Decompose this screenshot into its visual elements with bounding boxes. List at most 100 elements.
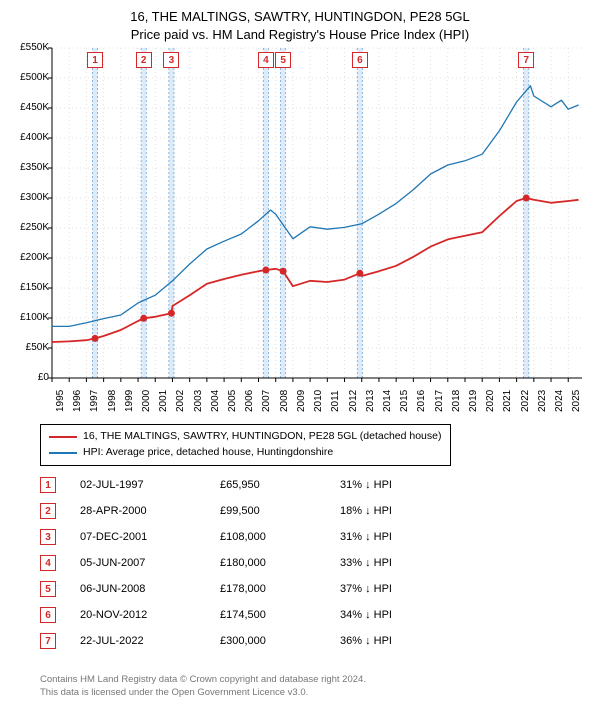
y-axis-label: £400K bbox=[4, 132, 49, 143]
callout-3: 3 bbox=[163, 52, 179, 68]
sale-date: 20-NOV-2012 bbox=[80, 602, 220, 628]
legend-property: 16, THE MALTINGS, SAWTRY, HUNTINGDON, PE… bbox=[49, 429, 442, 445]
table-row: 1 02-JUL-1997£65,95031% ↓ HPI bbox=[40, 472, 450, 498]
sales-table: 1 02-JUL-1997£65,95031% ↓ HPI 2 28-APR-2000… bbox=[40, 472, 450, 654]
sale-diff: 31% ↓ HPI bbox=[340, 524, 450, 550]
x-axis-label: 1997 bbox=[89, 390, 100, 412]
sale-date: 28-APR-2000 bbox=[80, 498, 220, 524]
sale-num: 6 bbox=[40, 607, 56, 623]
chart-svg bbox=[52, 48, 582, 378]
legend: 16, THE MALTINGS, SAWTRY, HUNTINGDON, PE… bbox=[40, 424, 451, 466]
sale-price: £180,000 bbox=[220, 550, 340, 576]
x-axis-label: 2005 bbox=[227, 390, 238, 412]
x-axis-label: 2001 bbox=[158, 390, 169, 412]
x-axis-label: 2000 bbox=[141, 390, 152, 412]
legend-hpi: HPI: Average price, detached house, Hunt… bbox=[49, 445, 442, 461]
x-axis-label: 1999 bbox=[124, 390, 135, 412]
legend-line-property bbox=[49, 436, 77, 438]
footer-line1: Contains HM Land Registry data © Crown c… bbox=[40, 674, 366, 687]
y-axis-label: £550K bbox=[4, 42, 49, 53]
sale-diff: 33% ↓ HPI bbox=[340, 550, 450, 576]
x-axis-label: 2011 bbox=[330, 390, 341, 412]
y-axis-label: £0 bbox=[4, 372, 49, 383]
table-row: 6 20-NOV-2012£174,50034% ↓ HPI bbox=[40, 602, 450, 628]
title-line2: Price paid vs. HM Land Registry's House … bbox=[0, 26, 600, 44]
sale-diff: 34% ↓ HPI bbox=[340, 602, 450, 628]
sale-price: £65,950 bbox=[220, 472, 340, 498]
footer: Contains HM Land Registry data © Crown c… bbox=[40, 674, 366, 700]
x-axis-label: 2002 bbox=[175, 390, 186, 412]
sale-num: 5 bbox=[40, 581, 56, 597]
x-axis-label: 2016 bbox=[416, 390, 427, 412]
x-axis-label: 2025 bbox=[571, 390, 582, 412]
callout-6: 6 bbox=[352, 52, 368, 68]
sale-num: 4 bbox=[40, 555, 56, 571]
sale-date: 06-JUN-2008 bbox=[80, 576, 220, 602]
x-axis-label: 2017 bbox=[434, 390, 445, 412]
callout-4: 4 bbox=[258, 52, 274, 68]
x-axis-label: 2024 bbox=[554, 390, 565, 412]
sale-diff: 18% ↓ HPI bbox=[340, 498, 450, 524]
sale-date: 05-JUN-2007 bbox=[80, 550, 220, 576]
x-axis-label: 2006 bbox=[244, 390, 255, 412]
y-axis-label: £450K bbox=[4, 102, 49, 113]
table-row: 7 22-JUL-2022£300,00036% ↓ HPI bbox=[40, 628, 450, 654]
footer-line2: This data is licensed under the Open Gov… bbox=[40, 687, 366, 700]
x-axis-label: 2020 bbox=[485, 390, 496, 412]
sale-date: 02-JUL-1997 bbox=[80, 472, 220, 498]
x-axis-label: 2013 bbox=[365, 390, 376, 412]
x-axis-label: 2004 bbox=[210, 390, 221, 412]
x-axis-label: 2021 bbox=[502, 390, 513, 412]
sale-price: £174,500 bbox=[220, 602, 340, 628]
x-axis-label: 1995 bbox=[55, 390, 66, 412]
sale-num: 7 bbox=[40, 633, 56, 649]
x-axis-label: 2008 bbox=[279, 390, 290, 412]
sale-price: £108,000 bbox=[220, 524, 340, 550]
legend-property-label: 16, THE MALTINGS, SAWTRY, HUNTINGDON, PE… bbox=[83, 429, 442, 445]
callout-5: 5 bbox=[275, 52, 291, 68]
y-axis-label: £150K bbox=[4, 282, 49, 293]
x-axis-label: 2009 bbox=[296, 390, 307, 412]
y-axis-label: £500K bbox=[4, 72, 49, 83]
x-axis-label: 2012 bbox=[348, 390, 359, 412]
table-row: 5 06-JUN-2008£178,00037% ↓ HPI bbox=[40, 576, 450, 602]
legend-hpi-label: HPI: Average price, detached house, Hunt… bbox=[83, 445, 333, 461]
legend-line-hpi bbox=[49, 452, 77, 454]
table-row: 2 28-APR-2000£99,50018% ↓ HPI bbox=[40, 498, 450, 524]
sale-diff: 37% ↓ HPI bbox=[340, 576, 450, 602]
x-axis-label: 2019 bbox=[468, 390, 479, 412]
sale-date: 07-DEC-2001 bbox=[80, 524, 220, 550]
sale-price: £99,500 bbox=[220, 498, 340, 524]
x-axis-label: 2014 bbox=[382, 390, 393, 412]
x-axis-label: 2015 bbox=[399, 390, 410, 412]
chart-title: 16, THE MALTINGS, SAWTRY, HUNTINGDON, PE… bbox=[0, 0, 600, 43]
x-axis-label: 2010 bbox=[313, 390, 324, 412]
sale-date: 22-JUL-2022 bbox=[80, 628, 220, 654]
x-axis-label: 1998 bbox=[107, 390, 118, 412]
callout-2: 2 bbox=[136, 52, 152, 68]
y-axis-label: £350K bbox=[4, 162, 49, 173]
sale-diff: 36% ↓ HPI bbox=[340, 628, 450, 654]
x-axis-label: 2022 bbox=[520, 390, 531, 412]
sale-num: 1 bbox=[40, 477, 56, 493]
y-axis-label: £50K bbox=[4, 342, 49, 353]
sale-price: £178,000 bbox=[220, 576, 340, 602]
callout-1: 1 bbox=[87, 52, 103, 68]
x-axis-label: 2007 bbox=[261, 390, 272, 412]
x-axis-label: 2023 bbox=[537, 390, 548, 412]
y-axis-label: £250K bbox=[4, 222, 49, 233]
sale-num: 2 bbox=[40, 503, 56, 519]
table-row: 3 07-DEC-2001£108,00031% ↓ HPI bbox=[40, 524, 450, 550]
callout-7: 7 bbox=[518, 52, 534, 68]
title-line1: 16, THE MALTINGS, SAWTRY, HUNTINGDON, PE… bbox=[0, 8, 600, 26]
y-axis-label: £200K bbox=[4, 252, 49, 263]
x-axis-label: 2018 bbox=[451, 390, 462, 412]
x-axis-label: 1996 bbox=[72, 390, 83, 412]
sale-diff: 31% ↓ HPI bbox=[340, 472, 450, 498]
sale-num: 3 bbox=[40, 529, 56, 545]
sale-price: £300,000 bbox=[220, 628, 340, 654]
y-axis-label: £300K bbox=[4, 192, 49, 203]
table-row: 4 05-JUN-2007£180,00033% ↓ HPI bbox=[40, 550, 450, 576]
x-axis-label: 2003 bbox=[193, 390, 204, 412]
y-axis-label: £100K bbox=[4, 312, 49, 323]
